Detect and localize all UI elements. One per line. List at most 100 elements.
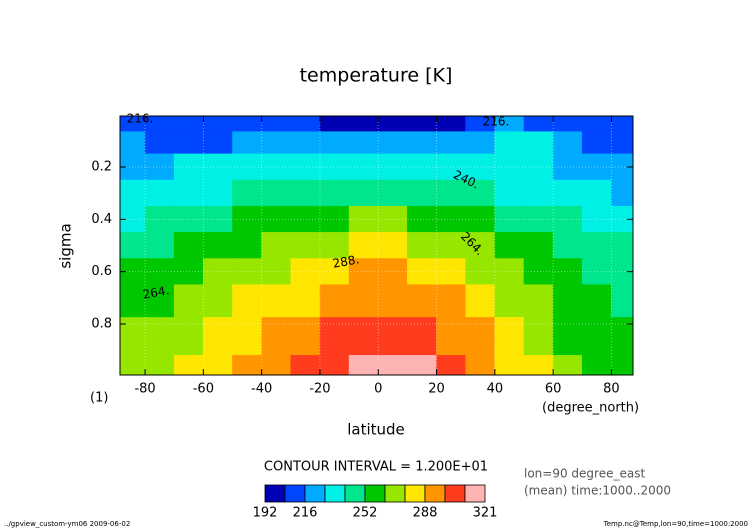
cell — [465, 284, 496, 318]
colorbar-box — [324, 484, 346, 503]
cell — [203, 179, 233, 207]
cell — [119, 317, 146, 356]
cell — [319, 115, 350, 132]
cell — [581, 317, 612, 356]
cell — [465, 153, 496, 181]
cell — [119, 131, 146, 155]
x-tick-label: 0 — [374, 382, 382, 397]
cell — [203, 205, 233, 233]
plot-frame — [119, 115, 634, 376]
note: (mean) time:1000..2000 — [524, 484, 671, 498]
cell — [436, 131, 466, 155]
cell — [436, 205, 466, 233]
cell — [407, 131, 437, 155]
cell — [494, 232, 525, 259]
cell — [407, 258, 437, 286]
cell — [319, 131, 350, 155]
cell — [173, 355, 204, 376]
y-tick-label: 0.8 — [91, 316, 112, 331]
cell — [203, 115, 233, 132]
x-tick-label: -20 — [309, 382, 330, 397]
contour-label: 264. — [142, 283, 171, 301]
cell — [203, 131, 233, 155]
x-tick-label: -60 — [193, 382, 214, 397]
cell — [348, 131, 379, 155]
cell — [348, 284, 379, 318]
cell — [552, 179, 583, 207]
colorbar-label: 252 — [353, 506, 378, 521]
cell — [377, 317, 408, 356]
cell — [173, 205, 204, 233]
cell — [407, 179, 437, 207]
cell — [261, 205, 292, 233]
cell — [261, 115, 292, 132]
cell — [232, 355, 262, 376]
colorbar-box — [444, 484, 466, 503]
cell — [261, 179, 292, 207]
footer-left: ../gpview_custom-ym06 2009-06-02 — [4, 520, 130, 528]
cell — [232, 258, 262, 286]
colorbar-box — [404, 484, 426, 503]
cell — [377, 115, 408, 132]
field — [119, 115, 634, 376]
cell — [203, 284, 233, 318]
cell — [232, 284, 262, 318]
cell — [494, 131, 525, 155]
cell — [203, 317, 233, 356]
cell — [173, 258, 204, 286]
cell — [611, 115, 634, 132]
cell — [290, 258, 321, 286]
cell — [144, 153, 175, 181]
cell — [377, 232, 408, 259]
cell — [494, 205, 525, 233]
cell — [377, 205, 408, 233]
cell — [348, 205, 379, 233]
cell — [377, 179, 408, 207]
cell — [377, 131, 408, 155]
cell — [436, 115, 466, 132]
cell — [611, 131, 634, 155]
contour-label: 216. — [127, 112, 154, 126]
x-tick-label: -40 — [251, 382, 272, 397]
cell — [581, 153, 612, 181]
cell — [436, 317, 466, 356]
cell — [436, 153, 466, 181]
cell — [119, 179, 146, 207]
cell — [144, 284, 175, 318]
cell — [319, 205, 350, 233]
cell — [523, 232, 554, 259]
cell — [232, 232, 262, 259]
cell — [407, 115, 437, 132]
cell — [581, 284, 612, 318]
cell — [581, 232, 612, 259]
cell — [261, 258, 292, 286]
colorbar-box — [264, 484, 286, 503]
cell — [581, 131, 612, 155]
cell — [144, 258, 175, 286]
cell — [611, 284, 634, 318]
colorbar-box — [424, 484, 446, 503]
cell — [144, 355, 175, 376]
cell — [523, 258, 554, 286]
colorbar-label: 321 — [473, 506, 498, 521]
cell — [407, 355, 437, 376]
cell — [377, 153, 408, 181]
cell — [348, 355, 379, 376]
cell — [144, 179, 175, 207]
cell — [203, 232, 233, 259]
cell — [436, 355, 466, 376]
cell — [581, 179, 612, 207]
y-axis-label: sigma — [57, 223, 75, 268]
contour-interval: CONTOUR INTERVAL = 1.200E+01 — [264, 460, 488, 475]
colorbar-box — [384, 484, 406, 503]
cell — [173, 284, 204, 318]
cell — [407, 317, 437, 356]
cell — [232, 317, 262, 356]
cell — [581, 258, 612, 286]
cell — [436, 258, 466, 286]
cell — [377, 355, 408, 376]
colorbar-label: 216 — [293, 506, 318, 521]
chart-title: temperature [K] — [300, 65, 453, 87]
cell — [173, 317, 204, 356]
